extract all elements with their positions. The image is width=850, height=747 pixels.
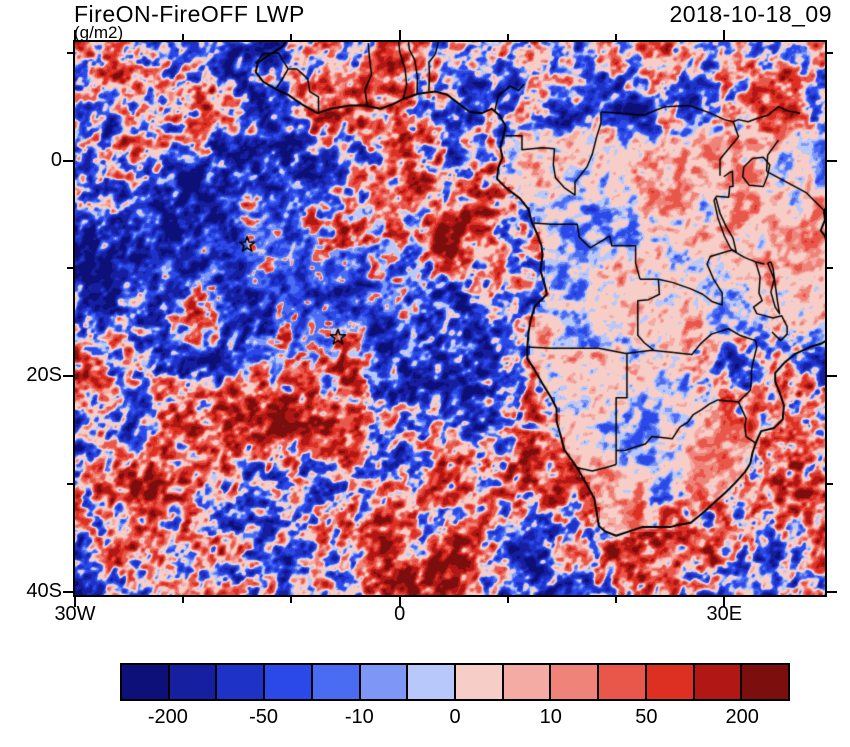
x-axis-tick (290, 34, 293, 40)
colorbar-cell (742, 665, 789, 699)
y-axis-tick (827, 482, 833, 485)
figure-title: FireON-FireOFF LWP (74, 1, 305, 27)
colorbar-cell (694, 665, 743, 699)
colorbar-tick-label: 200 (725, 706, 759, 728)
colorbar-cell (456, 665, 504, 699)
colorbar-tick-label: 0 (449, 706, 461, 728)
y-axis-tick (827, 375, 837, 378)
x-axis-tick (74, 30, 76, 40)
x-axis-tick (398, 597, 401, 607)
x-axis-label: 30E (706, 603, 743, 625)
x-axis-tick (615, 597, 618, 603)
y-axis-tick (67, 267, 73, 270)
colorbar-cell (599, 665, 647, 699)
y-axis-tick (63, 590, 73, 593)
y-axis-tick (67, 482, 73, 485)
colorbar-tick-label: 50 (635, 706, 658, 728)
x-axis-label: 30W (54, 603, 96, 625)
x-axis-tick (74, 597, 76, 607)
x-axis-tick (182, 34, 185, 40)
colorbar-cell (169, 665, 218, 699)
colorbar (120, 663, 790, 701)
figure-timestamp: 2018-10-18_09 (669, 1, 832, 27)
x-axis-tick (615, 34, 618, 40)
x-axis-tick (506, 34, 509, 40)
colorbar-cell (551, 665, 600, 699)
y-axis-tick (827, 267, 833, 270)
figure-units-label: (g/m2) (74, 23, 124, 42)
colorbar-cell (503, 665, 552, 699)
y-axis-tick (63, 159, 73, 162)
x-axis-tick (723, 30, 726, 40)
x-axis-label: 0 (394, 603, 406, 625)
y-axis-label: 40S (26, 579, 62, 602)
x-axis-tick (398, 30, 401, 40)
colorbar-cell (312, 665, 361, 699)
colorbar-tick-label: -200 (147, 706, 188, 728)
x-axis-tick (290, 597, 293, 603)
colorbar-tick-label: 10 (539, 706, 562, 728)
y-axis-label: 0 (50, 148, 62, 171)
x-axis-tick (182, 597, 185, 603)
y-axis-tick (827, 51, 833, 54)
y-axis-tick (827, 159, 837, 162)
map-plot-frame (73, 40, 827, 597)
x-axis-tick (506, 597, 509, 603)
y-axis-tick (67, 51, 73, 54)
colorbar-cell (265, 665, 313, 699)
colorbar-cell (360, 665, 409, 699)
colorbar-tick-label: -50 (249, 706, 279, 728)
map-field-canvas (75, 42, 825, 595)
y-axis-label: 20S (26, 364, 62, 387)
y-axis-tick (63, 375, 73, 378)
colorbar-cell (646, 665, 695, 699)
y-axis-tick (827, 590, 837, 593)
colorbar-cell (408, 665, 457, 699)
colorbar-tick-label: -10 (344, 706, 374, 728)
colorbar-cell (122, 665, 170, 699)
x-axis-tick (723, 597, 726, 607)
colorbar-cell (217, 665, 266, 699)
